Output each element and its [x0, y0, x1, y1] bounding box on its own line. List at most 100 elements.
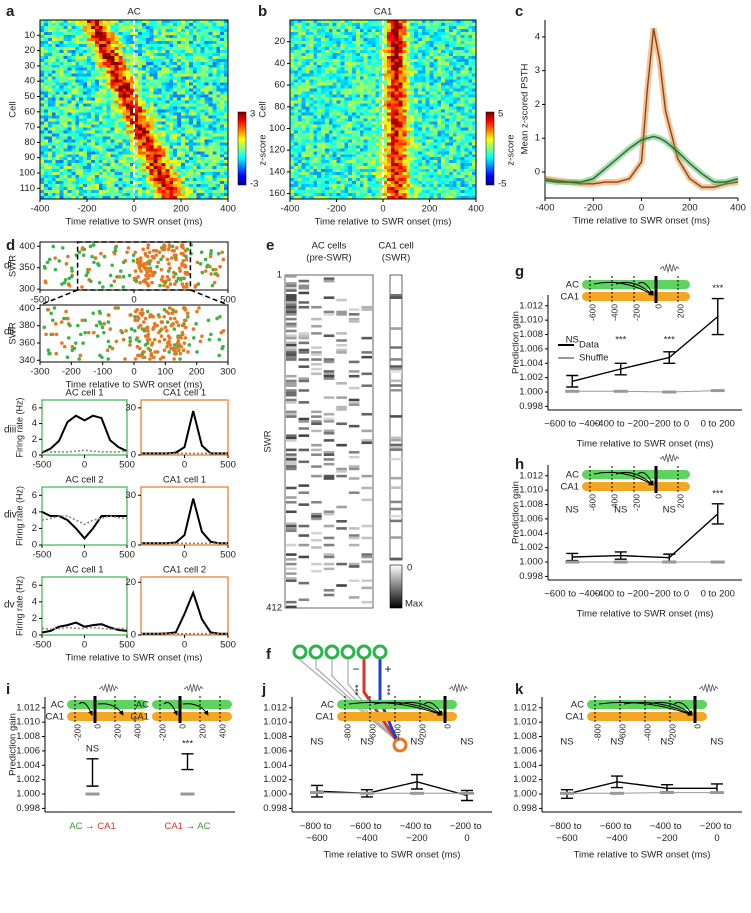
- heatmap-cell: [181, 100, 186, 104]
- heatmap-cell: [126, 187, 131, 191]
- heatmap-cell: [90, 166, 96, 170]
- heatmap-cell: [204, 109, 209, 113]
- heatmap-cell: [448, 103, 454, 107]
- heatmap-cell: [379, 109, 384, 113]
- heatmap-cell: [402, 46, 407, 51]
- heatmap-cell: [406, 109, 411, 113]
- heatmap-cell: [301, 28, 306, 33]
- heatmap-cell: [51, 76, 57, 81]
- heatmap-cell: [414, 124, 419, 128]
- heatmap-cell: [290, 73, 295, 78]
- heatmap-cell: [398, 40, 403, 45]
- heatmap-cell: [188, 124, 194, 128]
- heatmap-cell: [220, 28, 225, 33]
- heatmap-cell: [177, 121, 182, 125]
- heatmap-cell: [398, 127, 403, 131]
- heatmap-cell: [118, 166, 123, 170]
- heatmap-cell: [118, 106, 123, 110]
- heatmap-cell: [348, 112, 353, 116]
- heatmap-cell: [290, 103, 295, 107]
- heatmap-cell: [43, 76, 49, 81]
- heatmap-cell: [324, 148, 330, 152]
- heatmap-cell: [367, 28, 372, 33]
- heatmap-cell: [157, 20, 162, 24]
- heatmap-cell: [40, 40, 45, 45]
- heatmap-cell: [94, 130, 100, 134]
- heatmap-cell: [441, 130, 446, 134]
- heatmap-cell: [414, 100, 419, 104]
- heatmap-cell: [134, 20, 139, 24]
- heatmap-cell: [181, 145, 186, 149]
- heatmap-cell: [59, 34, 64, 39]
- heatmap-cell: [122, 49, 127, 54]
- heatmap-cell: [359, 139, 365, 143]
- heatmap-cell: [309, 55, 314, 60]
- heatmap-cell: [122, 181, 127, 185]
- heatmap-cell: [165, 136, 170, 140]
- heatmap-cell: [181, 85, 186, 90]
- heatmap-cell: [394, 115, 399, 119]
- heatmap-cell: [188, 52, 194, 57]
- heatmap-cell: [212, 133, 217, 137]
- heatmap-cell: [429, 82, 434, 87]
- heatmap-cell: [192, 100, 198, 104]
- heatmap-cell: [67, 142, 72, 146]
- heatmap-cell: [398, 124, 403, 128]
- heatmap-cell: [410, 79, 415, 84]
- heatmap-cell: [367, 88, 372, 92]
- heatmap-cell: [63, 178, 68, 182]
- heatmap-cell: [305, 43, 310, 48]
- heatmap-cell: [208, 97, 213, 101]
- heatmap-cell: [106, 97, 111, 101]
- heatmap-cell: [196, 196, 201, 200]
- heatmap-cell: [402, 115, 407, 119]
- heatmap-cell: [67, 109, 72, 113]
- heatmap-cell: [188, 175, 194, 179]
- heatmap-cell: [398, 34, 403, 39]
- heatmap-cell: [293, 97, 299, 101]
- heatmap-cell: [208, 157, 213, 161]
- heatmap-cell: [313, 28, 318, 33]
- heatmap-cell: [192, 37, 198, 42]
- heatmap-cell: [98, 166, 104, 170]
- heatmap-cell: [94, 91, 100, 95]
- heatmap-cell: [90, 91, 96, 95]
- heatmap-cell: [137, 94, 143, 98]
- heatmap-cell: [83, 145, 88, 149]
- heatmap-cell: [208, 160, 213, 164]
- heatmap-cell: [375, 139, 380, 143]
- heatmap-cell: [87, 127, 92, 131]
- heatmap-cell: [63, 88, 68, 92]
- heatmap-cell: [367, 76, 372, 81]
- heatmap-cell: [153, 139, 158, 143]
- heatmap-cell: [153, 97, 158, 101]
- heatmap-cell: [305, 34, 310, 39]
- heatmap-cell: [47, 157, 53, 161]
- heatmap-cell: [184, 103, 190, 107]
- heatmap-cell: [371, 28, 376, 33]
- heatmap-cell: [110, 106, 115, 110]
- heatmap-cell: [130, 148, 135, 152]
- heatmap-cell: [301, 22, 306, 27]
- heatmap-cell: [429, 112, 434, 116]
- heatmap-cell: [161, 196, 166, 200]
- heatmap-cell: [122, 154, 127, 158]
- heatmap-cell: [145, 109, 151, 113]
- heatmap-cell: [383, 34, 388, 39]
- heatmap-cell: [192, 20, 198, 24]
- heatmap-cell: [153, 184, 158, 188]
- heatmap-cell: [71, 136, 76, 140]
- heatmap-cell: [220, 109, 225, 113]
- heatmap-cell: [55, 190, 60, 194]
- heatmap-cell: [367, 142, 372, 146]
- heatmap-cell: [352, 20, 357, 24]
- y-tick-label: 30: [24, 60, 35, 71]
- heatmap-cell: [94, 139, 100, 143]
- heatmap-cell: [149, 175, 154, 179]
- heatmap-cell: [196, 112, 201, 116]
- heatmap-cell: [137, 31, 143, 36]
- heatmap-cell: [305, 91, 310, 95]
- heatmap-cell: [394, 25, 399, 30]
- heatmap-cell: [406, 115, 411, 119]
- heatmap-cell: [414, 73, 419, 78]
